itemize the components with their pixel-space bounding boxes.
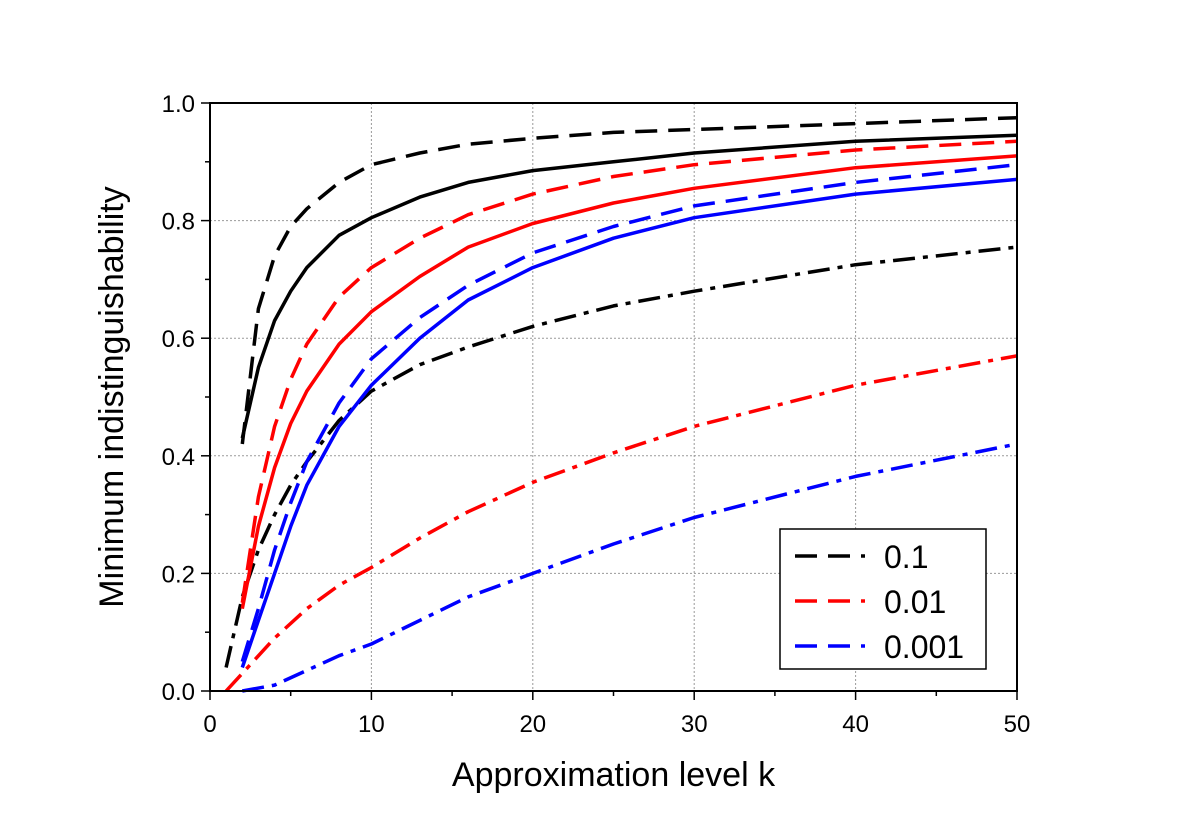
series-group <box>224 115 1018 693</box>
y-tick-label: 0.0 <box>162 679 195 706</box>
series-line <box>240 162 1018 663</box>
series-line <box>224 245 1018 668</box>
series-line <box>240 133 1018 439</box>
series-line <box>241 442 1018 693</box>
legend: 0.1 0.01 0.001 <box>779 528 987 670</box>
series-line <box>240 154 1018 610</box>
series-line <box>240 177 1018 669</box>
x-axis-title: Approximation level k <box>452 756 776 794</box>
axis-ticks: 0 10 20 30 40 50 0.0 0.2 0.4 0.6 0.8 1.0 <box>162 91 1031 738</box>
y-tick-label: 1.0 <box>162 91 195 118</box>
x-tick-label: 0 <box>203 711 216 738</box>
legend-label: 0.001 <box>884 629 964 665</box>
x-tick-label: 50 <box>1004 711 1031 738</box>
x-tick-label: 20 <box>519 711 546 738</box>
x-tick-label: 10 <box>358 711 385 738</box>
x-tick-label: 30 <box>681 711 708 738</box>
series-line <box>240 139 1018 604</box>
y-tick-label: 0.2 <box>162 561 195 588</box>
y-axis-title: Minimum indistinguishability <box>93 186 131 607</box>
x-tick-label: 40 <box>842 711 869 738</box>
y-tick-label: 0.4 <box>162 444 195 471</box>
y-tick-label: 0.6 <box>162 326 195 353</box>
series-line <box>224 354 1018 693</box>
y-tick-label: 0.8 <box>162 209 195 236</box>
legend-label: 0.1 <box>884 539 928 575</box>
legend-label: 0.01 <box>884 584 946 620</box>
series-line <box>240 115 1018 445</box>
